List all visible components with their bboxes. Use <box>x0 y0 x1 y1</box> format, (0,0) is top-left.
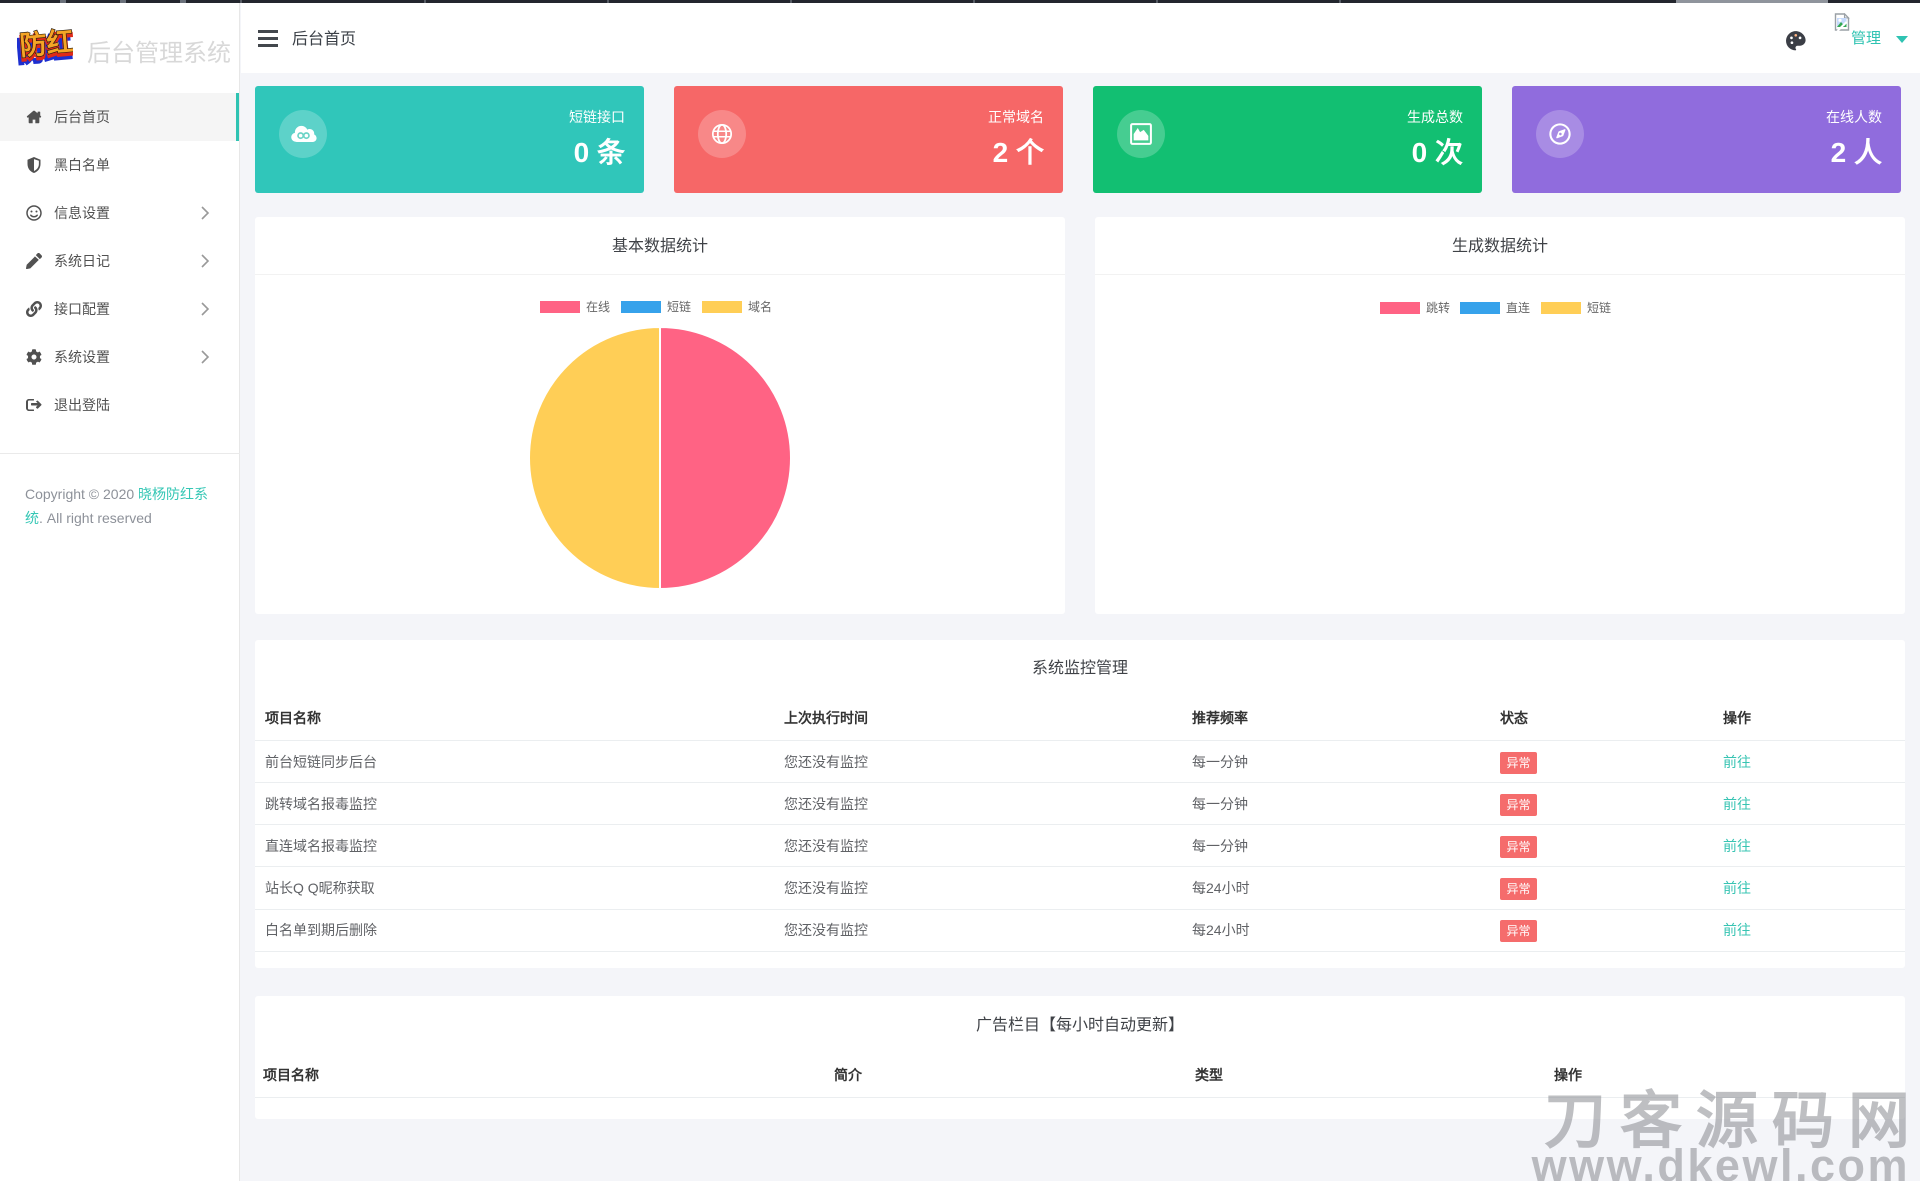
svg-text:防红: 防红 <box>17 28 72 69</box>
svg-text:防红: 防红 <box>18 28 73 63</box>
svg-text:防红: 防红 <box>18 28 73 66</box>
